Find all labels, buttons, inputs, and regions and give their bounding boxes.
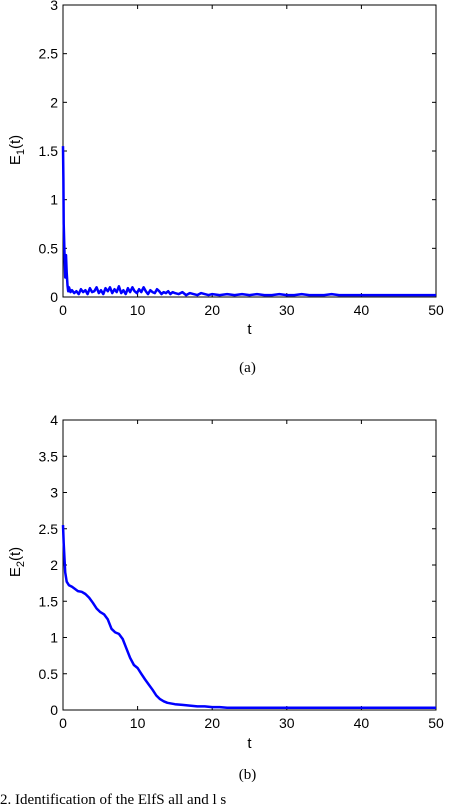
plot-frame [62,419,437,711]
y-tick-label: 2 [50,94,58,110]
series-line [61,525,436,710]
x-tick-label: 50 [428,302,444,318]
figure-caption-text: 2. Identification of the ElfS all and l … [0,792,226,804]
plot-frame [62,4,437,298]
x-axis-label: t [247,735,252,752]
x-tick-label: 40 [354,302,370,318]
x-axis-label: t [247,321,252,338]
y-tick-label: 1 [50,630,58,646]
y-tick-label: 3 [50,0,58,13]
y-tick-label: 1.5 [39,143,59,159]
x-tick-label: 0 [59,302,67,318]
y-tick-label: 0.5 [39,240,59,256]
y-tick-label: 0 [50,702,58,718]
y-axis-label: E2(t) [7,547,27,577]
chart-panel-a: 0 10 20 30 40 50 0 0.5 1 1.5 2 2.5 3 t E1(t) (a) [7,0,444,376]
x-tick-label: 10 [130,715,146,731]
chart-panel-b: 0 10 20 30 40 50 0 0.5 1 1.5 2 2.5 3 3.5 4 t E2(t) (b) [7,412,444,783]
x-tick-label: 10 [130,302,146,318]
x-tick-label: 40 [354,715,370,731]
panel-caption: (a) [239,360,256,376]
x-tick-label: 30 [279,715,295,731]
y-tick-label: 2 [50,557,58,573]
y-tick-label: 1.5 [39,593,59,609]
y-tick-label: 2.5 [39,521,59,537]
x-tick-label: 50 [428,715,444,731]
x-tick-label: 20 [204,302,220,318]
y-tick-label: 0.5 [39,666,59,682]
y-tick-label: 3.5 [39,448,59,464]
series-line [61,146,436,297]
y-tick-label: 1 [50,192,58,208]
y-axis-label: E1(t) [7,135,27,165]
x-tick-label: 0 [59,715,67,731]
x-tick-label: 20 [204,715,220,731]
y-tick-label: 0 [50,289,58,305]
panel-caption: (b) [239,767,257,783]
y-tick-label: 3 [50,485,58,501]
y-tick-label: 4 [50,412,58,428]
x-tick-label: 30 [279,302,295,318]
y-tick-label: 2.5 [39,46,59,62]
